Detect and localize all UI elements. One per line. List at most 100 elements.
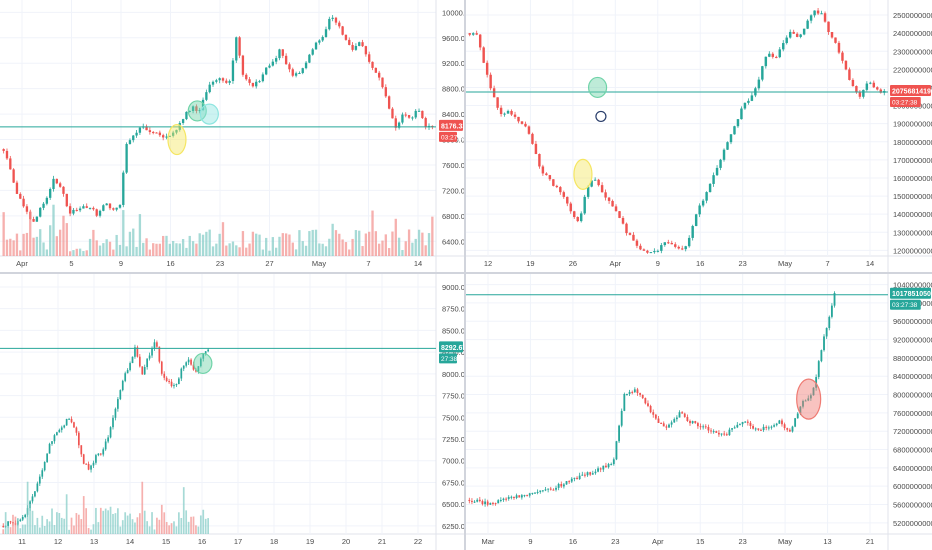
- x-tick-label: 12: [54, 537, 62, 546]
- candle-body: [180, 368, 183, 379]
- volume-bar: [95, 507, 97, 534]
- countdown-label: 03:27:38: [892, 302, 918, 309]
- candle-body: [321, 36, 324, 41]
- volume-bar: [341, 239, 344, 256]
- y-tick-label: 150000000000: [893, 192, 932, 201]
- candle-body: [485, 62, 489, 75]
- x-tick-label: 13: [823, 537, 831, 546]
- candle-body: [720, 433, 723, 435]
- chart-bottom-left[interactable]: 9000.00 8750.00 8500.00 8250.00 8000.00 7750.…: [0, 274, 464, 550]
- volume-bar: [394, 218, 397, 256]
- x-tick-label: 14: [414, 259, 422, 268]
- candle-body: [649, 252, 653, 254]
- volume-bar: [175, 526, 178, 534]
- candle-body: [284, 55, 288, 65]
- candle-body: [719, 159, 722, 168]
- candle-body: [686, 416, 689, 421]
- volume-bar: [85, 250, 88, 256]
- x-tick-label: 17: [234, 537, 242, 546]
- candle-body: [677, 246, 680, 249]
- volume-bar: [158, 519, 161, 534]
- candle-body: [728, 429, 731, 436]
- chart-pane-top-left[interactable]: 10000.009600.009200.008800.008400.008000…: [0, 0, 464, 272]
- candle-body: [88, 207, 92, 209]
- candle-body: [132, 135, 135, 141]
- pane-divider-vertical[interactable]: [464, 0, 466, 550]
- candle-body: [381, 77, 384, 88]
- candle-body: [43, 462, 46, 471]
- candle-body: [358, 42, 361, 46]
- x-tick-label: 23: [738, 537, 746, 546]
- candle-body: [739, 424, 741, 426]
- candle-body: [65, 193, 68, 207]
- volume-bar: [53, 525, 56, 534]
- candle-body: [21, 516, 24, 520]
- volume-bar: [80, 519, 83, 534]
- volume-bar: [168, 243, 171, 256]
- candle-body: [39, 207, 42, 217]
- candle-body: [255, 81, 258, 87]
- candle-body: [534, 492, 536, 494]
- candle-body: [238, 37, 241, 56]
- candle-body: [541, 490, 544, 492]
- volume-bar: [82, 496, 85, 534]
- x-tick-label: Apr: [16, 259, 28, 268]
- candle-body: [552, 179, 555, 186]
- candle-body: [764, 56, 768, 67]
- volume-bar: [291, 242, 294, 256]
- volume-bar: [12, 514, 14, 534]
- candle-body: [496, 97, 499, 108]
- candle-body: [823, 336, 825, 351]
- candle-body: [121, 380, 124, 391]
- candle-body: [143, 367, 146, 375]
- candle-body: [136, 347, 139, 357]
- candle-body: [594, 471, 597, 474]
- candle-body: [32, 218, 35, 222]
- candle-body: [746, 421, 749, 423]
- candle-body: [148, 130, 152, 133]
- candle-body: [642, 249, 646, 251]
- chart-top-right[interactable]: 250000000000 240000000000 230000000000 2200…: [466, 0, 932, 272]
- volume-bar: [245, 247, 248, 256]
- volume-bar: [197, 526, 200, 534]
- candle-body: [604, 192, 607, 198]
- volume-bar: [185, 247, 188, 256]
- volume-bar: [288, 234, 291, 256]
- chart-pane-bottom-left[interactable]: 9000.00 8750.00 8500.00 8250.00 8000.00 7750.…: [0, 274, 464, 550]
- candle-body: [876, 87, 879, 90]
- chart-top-left[interactable]: 10000.009600.009200.008800.008400.008000…: [0, 0, 464, 272]
- pane-divider-horizontal[interactable]: [0, 272, 932, 274]
- chart-pane-bottom-right[interactable]: 1040000000001000000000009600000000092000…: [466, 274, 932, 550]
- candle-body: [555, 185, 559, 188]
- chart-pane-top-right[interactable]: 250000000000 240000000000 230000000000 2200…: [466, 0, 932, 272]
- candle-body: [265, 67, 268, 75]
- candle-body: [541, 166, 545, 174]
- x-tick-label: 23: [738, 259, 746, 268]
- y-tick-label: 180000000000: [893, 138, 932, 147]
- x-tick-label: 21: [378, 537, 386, 546]
- candle-body: [502, 498, 505, 500]
- countdown-label: 27:38: [441, 356, 458, 363]
- candle-body: [45, 197, 49, 204]
- chart-bottom-right[interactable]: 1040000000001000000000009600000000092000…: [466, 274, 932, 550]
- volume-bar: [202, 509, 205, 534]
- candle-body: [201, 99, 205, 111]
- candle-body: [581, 474, 584, 476]
- candle-body: [765, 426, 768, 428]
- candle-body: [702, 426, 705, 428]
- candle-body: [862, 89, 865, 97]
- candle-body: [475, 33, 478, 35]
- y-tick-label: 120000000000: [893, 246, 932, 255]
- x-tick-label: 19: [526, 259, 534, 268]
- volume-bar: [185, 510, 188, 534]
- candle-body: [489, 502, 492, 505]
- volume-bar: [117, 508, 119, 534]
- candle-body: [168, 381, 170, 383]
- candle-body: [158, 132, 162, 136]
- candle-body: [663, 242, 667, 246]
- candle-body: [62, 186, 65, 194]
- candle-body: [694, 421, 697, 424]
- volume-bar: [132, 228, 135, 256]
- candle-body: [324, 29, 328, 37]
- volume-bar: [31, 510, 34, 534]
